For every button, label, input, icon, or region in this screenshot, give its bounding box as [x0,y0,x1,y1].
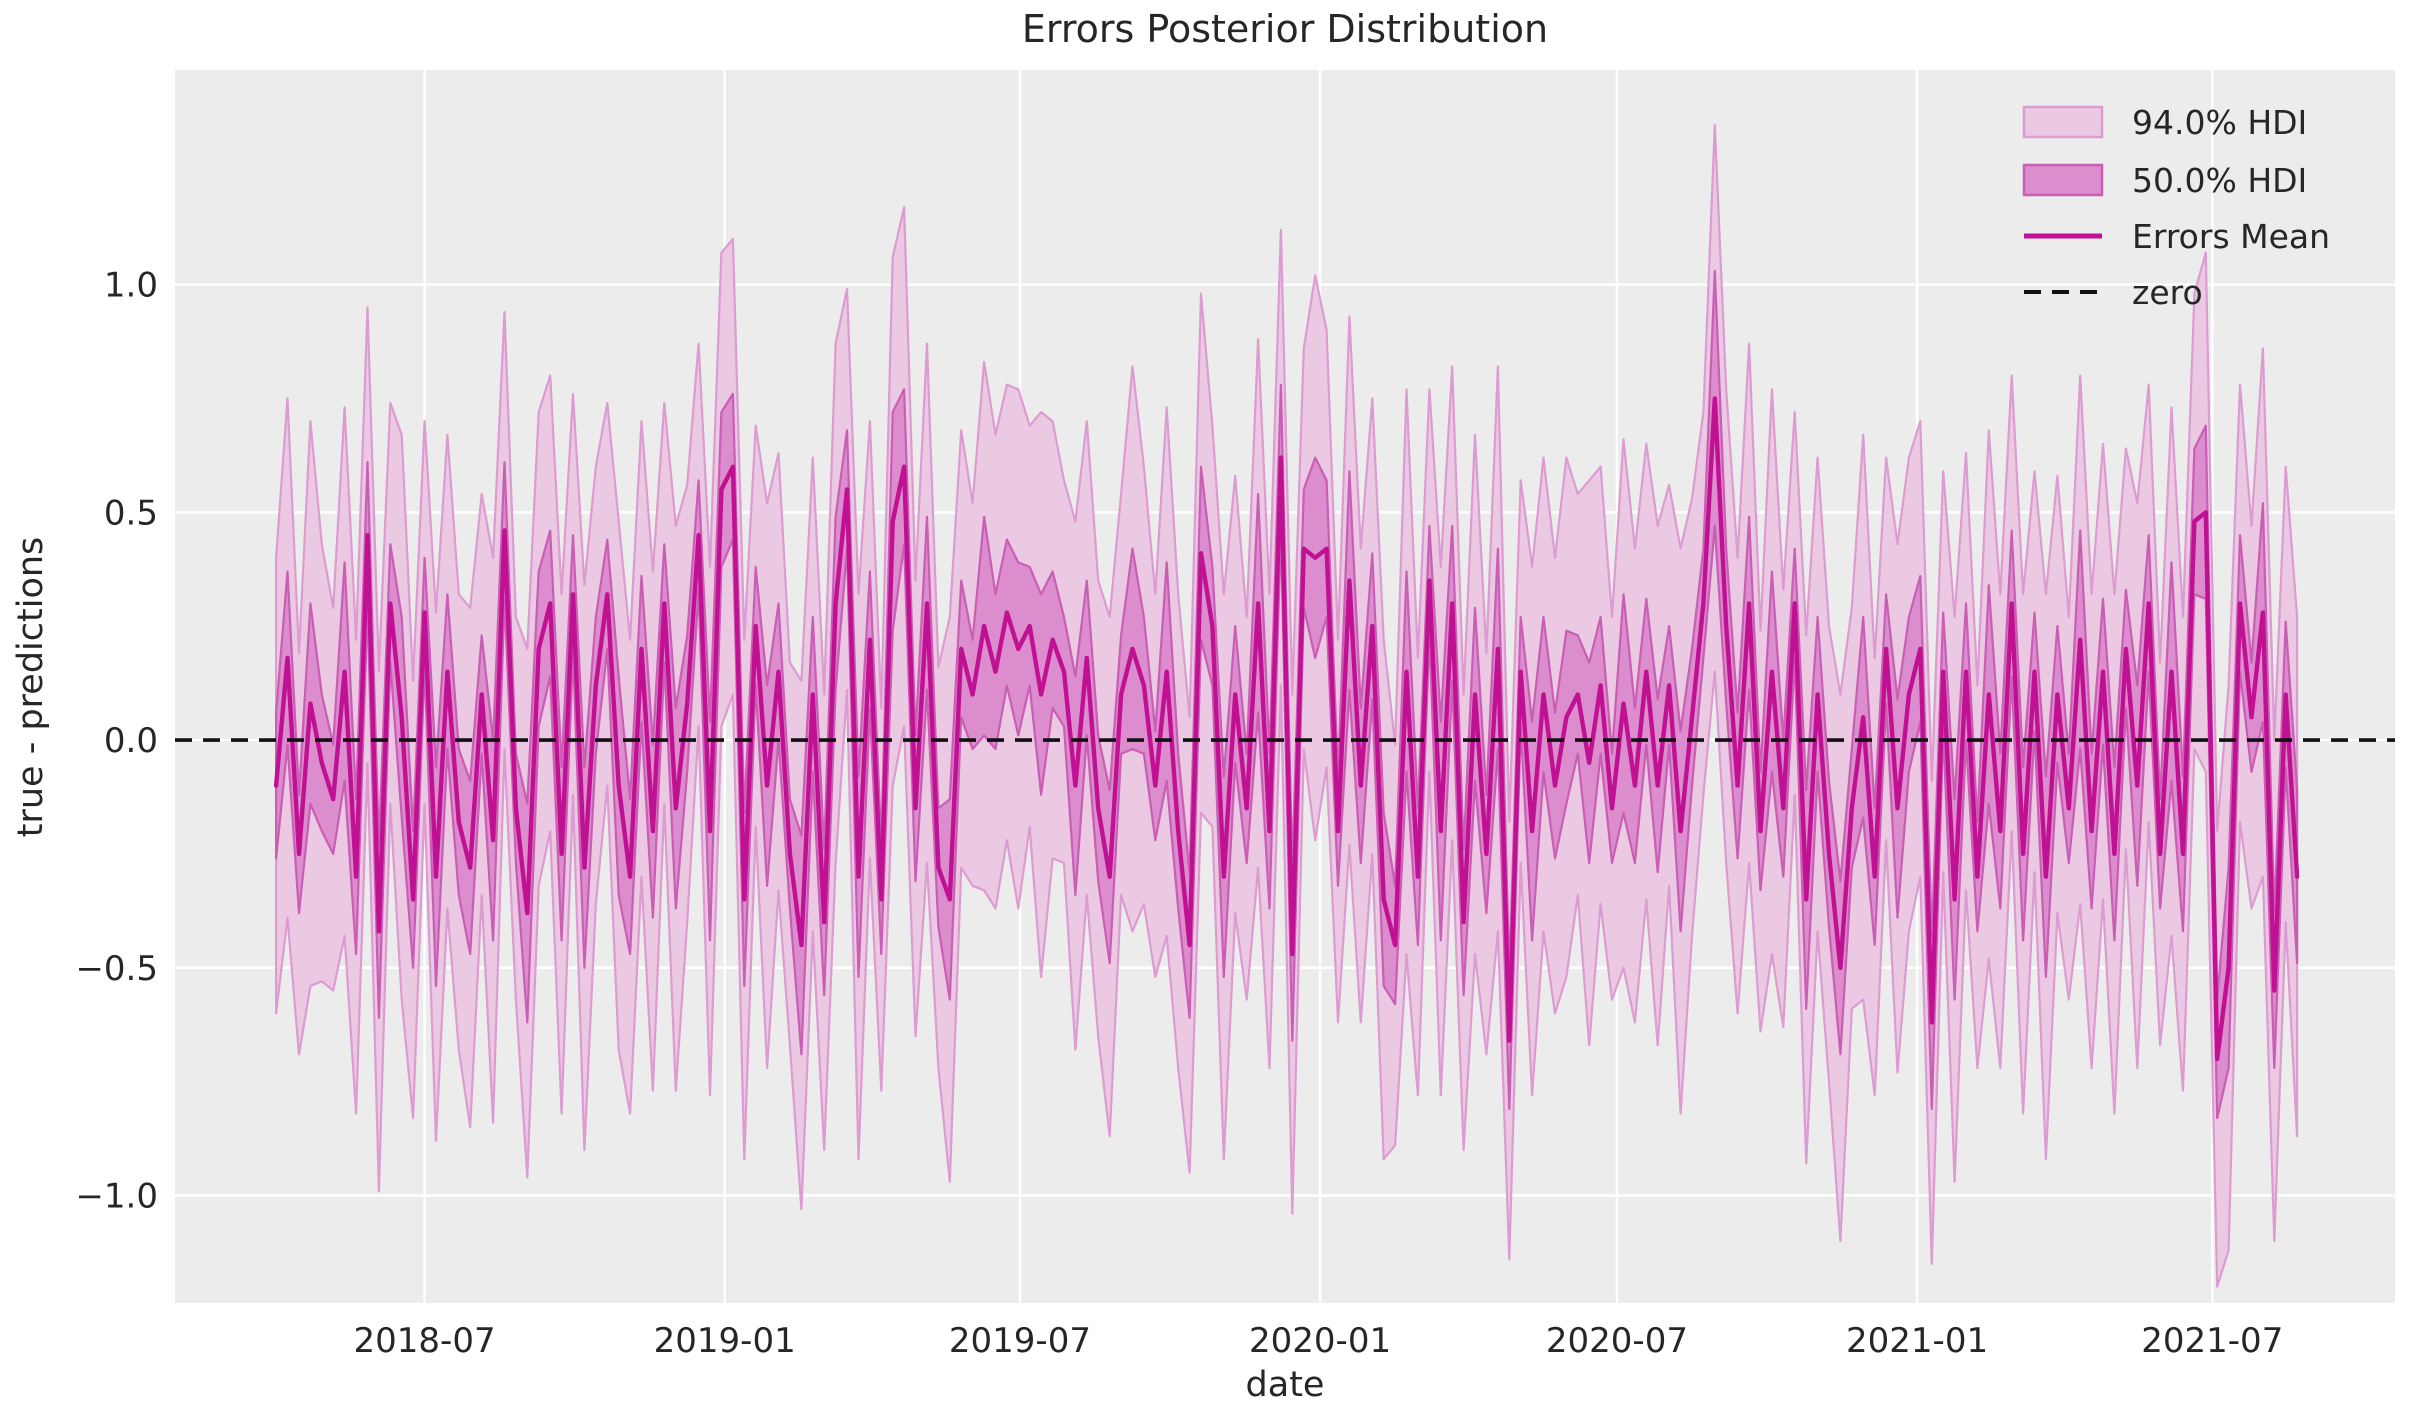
errors-mean-path [273,396,2300,1062]
x-tick-label: 2021-07 [2141,1321,2283,1361]
y-tick-label: −0.5 [75,949,158,989]
legend-zero-label: zero [2132,273,2203,312]
x-tick-labels: 2018-07 2019-01 2019-07 2020-01 2020-07 2021-… [354,1321,2284,1361]
errors-mean-line [273,396,2300,1062]
x-tick-label: 2020-01 [1249,1321,1391,1361]
y-tick-label: 0.5 [104,493,158,533]
legend-94-hdi-swatch [2022,105,2104,139]
x-axis-label: date [1246,1365,1325,1405]
y-tick-labels: 1.0 0.5 0.0 −0.5 −1.0 [75,266,158,1217]
x-tick-label: 2020-07 [1546,1321,1688,1361]
legend-mean-label: Errors Mean [2132,217,2330,256]
chart-title: Errors Posterior Distribution [1022,7,1548,51]
y-tick-label: 0.0 [104,721,158,761]
y-axis-label: true - predictions [11,537,51,838]
legend: 94.0% HDI 50.0% HDI Errors Mean zero [2022,103,2330,312]
y-tick-label: 1.0 [104,266,158,306]
x-tick-label: 2021-01 [1846,1321,1988,1361]
x-tick-label: 2019-07 [949,1321,1091,1361]
legend-50-hdi-label: 50.0% HDI [2132,161,2307,200]
x-tick-label: 2018-07 [354,1321,496,1361]
y-tick-label: −1.0 [75,1177,158,1217]
x-tick-label: 2019-01 [654,1321,796,1361]
legend-94-hdi-label: 94.0% HDI [2132,103,2307,142]
legend-50-hdi-swatch [2022,163,2104,197]
